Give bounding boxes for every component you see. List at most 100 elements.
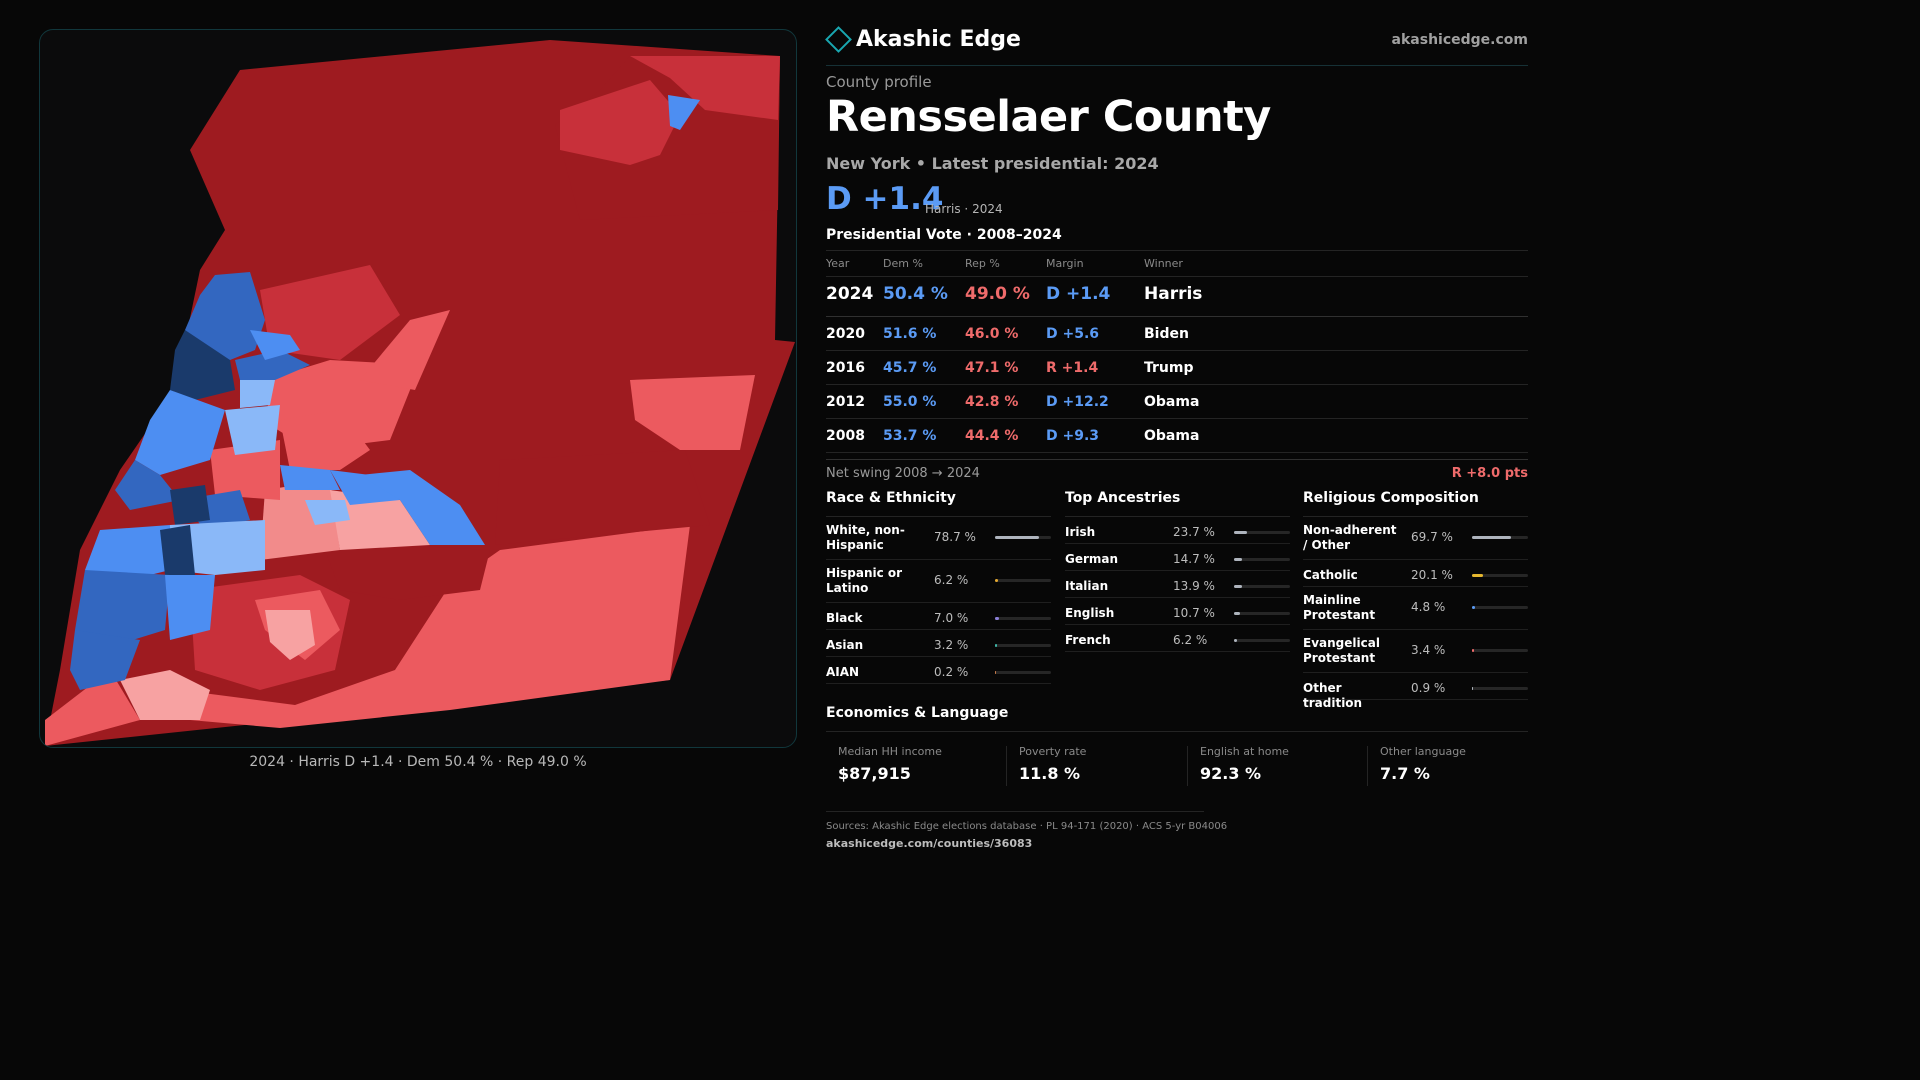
econ-value: 11.8 % (1019, 764, 1081, 783)
year-cell: 2012 (826, 394, 865, 410)
winner-cell: Harris (1144, 284, 1203, 304)
stat-percent: 20.1 % (1411, 568, 1453, 582)
stat-bar-fill (1234, 531, 1248, 534)
precinct-region (330, 470, 400, 505)
precinct-region (330, 490, 430, 550)
stat-bar-fill (1234, 558, 1243, 561)
brand[interactable]: Akashic Edge (825, 26, 1021, 53)
col-header-margin: Margin (1046, 257, 1084, 270)
stat-percent: 4.8 % (1411, 600, 1446, 614)
margin-cell: D +12.2 (1046, 394, 1109, 410)
headline-margin-note: Harris · 2024 (925, 202, 1003, 216)
stat-label: Catholic (1303, 568, 1358, 582)
dem-pct-cell: 53.7 % (883, 428, 937, 444)
precinct-region (85, 525, 170, 585)
margin-cell: R +1.4 (1046, 360, 1099, 376)
table-row-divider (826, 452, 1528, 453)
econ-label: English at home (1200, 745, 1289, 758)
stat-percent: 3.4 % (1411, 643, 1446, 657)
sources-line: Sources: Akashic Edge elections database… (826, 821, 1228, 832)
precinct-region (225, 405, 280, 455)
table-row-divider (826, 418, 1528, 419)
rep-pct-cell: 42.8 % (965, 394, 1019, 410)
stat-row: Evangelical Protestant 3.4 % (1303, 630, 1528, 673)
stat-row: Catholic 20.1 % (1303, 560, 1528, 587)
precinct-region (170, 330, 235, 400)
stat-percent: 6.2 % (1173, 633, 1208, 647)
table-row-divider (826, 316, 1528, 317)
stat-bar (1234, 531, 1290, 534)
margin-cell: D +9.3 (1046, 428, 1100, 444)
econ-value: $87,915 (838, 764, 911, 783)
stat-row: Italian 13.9 % (1065, 571, 1290, 598)
site-link[interactable]: akashicedge.com (1391, 32, 1528, 48)
stat-label: Hispanic or Latino (826, 566, 903, 595)
precinct-region (495, 450, 710, 545)
stat-label: German (1065, 552, 1119, 566)
stat-bar (1234, 585, 1290, 588)
stat-row: AIAN 0.2 % (826, 657, 1051, 684)
precinct-region (305, 500, 350, 525)
stat-percent: 7.0 % (934, 611, 969, 625)
econ-stat-income: Median HH income $87,915 (826, 737, 996, 789)
stat-label: Asian (826, 638, 864, 652)
precinct-region (325, 545, 490, 600)
race-ethnicity-title: Race & Ethnicity (826, 490, 1051, 517)
sources-url[interactable]: akashicedge.com/counties/36083 (826, 837, 1033, 850)
econ-stat-other-language: Other language 7.7 % (1368, 737, 1538, 789)
winner-cell: Obama (1144, 394, 1200, 410)
stat-bar (1472, 536, 1528, 539)
diamond-logo-icon (825, 26, 852, 53)
divider (826, 731, 1528, 732)
stat-row: German 14.7 % (1065, 544, 1290, 571)
stat-bar-fill (995, 579, 999, 582)
stat-percent: 69.7 % (1411, 530, 1453, 544)
precinct-region (120, 670, 210, 720)
precinct-region (185, 272, 265, 360)
rep-pct-cell: 46.0 % (965, 326, 1019, 342)
county-subline: New York • Latest presidential: 2024 (826, 154, 1159, 173)
stat-percent: 78.7 % (934, 530, 976, 544)
precinct-region (170, 485, 210, 525)
precinct-region (265, 610, 315, 660)
eyebrow: County profile (826, 73, 932, 91)
stat-percent: 23.7 % (1173, 525, 1215, 539)
stat-percent: 0.9 % (1411, 681, 1446, 695)
econ-stat-english: English at home 92.3 % (1188, 737, 1358, 789)
divider (826, 250, 1528, 251)
precinct-region (115, 460, 180, 510)
year-cell: 2020 (826, 326, 865, 342)
religion-section: Religious Composition Non-adherent / Oth… (1303, 490, 1528, 710)
precinct-region (135, 390, 225, 475)
stat-label: Other tradition (1303, 681, 1363, 710)
stat-row: English 10.7 % (1065, 598, 1290, 625)
econ-label: Median HH income (838, 745, 942, 758)
precinct-region (210, 440, 280, 500)
page-title: Rensselaer County (826, 92, 1271, 142)
stat-percent: 3.2 % (934, 638, 969, 652)
col-header-rep: Rep % (965, 257, 1000, 270)
divider (1187, 746, 1188, 786)
dem-pct-cell: 51.6 % (883, 326, 937, 342)
divider (1006, 746, 1007, 786)
precinct-map[interactable] (40, 30, 796, 747)
ancestry-section: Top Ancestries Irish 23.7 % German 14.7 % It… (1065, 490, 1290, 652)
year-cell: 2016 (826, 360, 865, 376)
stat-row: Irish 23.7 % (1065, 517, 1290, 544)
stat-row: Asian 3.2 % (826, 630, 1051, 657)
precinct-region (165, 575, 215, 640)
stat-label: White, non-Hispanic (826, 523, 905, 552)
stat-bar (1234, 558, 1290, 561)
stat-bar (1234, 612, 1290, 615)
stat-percent: 6.2 % (934, 573, 969, 587)
stat-bar (1472, 687, 1528, 690)
stat-percent: 13.9 % (1173, 579, 1215, 593)
economics-title: Economics & Language (826, 705, 1009, 721)
stat-bar (1472, 606, 1528, 609)
precinct-region (360, 310, 450, 390)
precinct-region (280, 410, 370, 470)
col-header-year: Year (826, 257, 850, 270)
stat-bar-fill (995, 617, 999, 620)
stat-bar (995, 617, 1051, 620)
divider (826, 811, 1204, 812)
